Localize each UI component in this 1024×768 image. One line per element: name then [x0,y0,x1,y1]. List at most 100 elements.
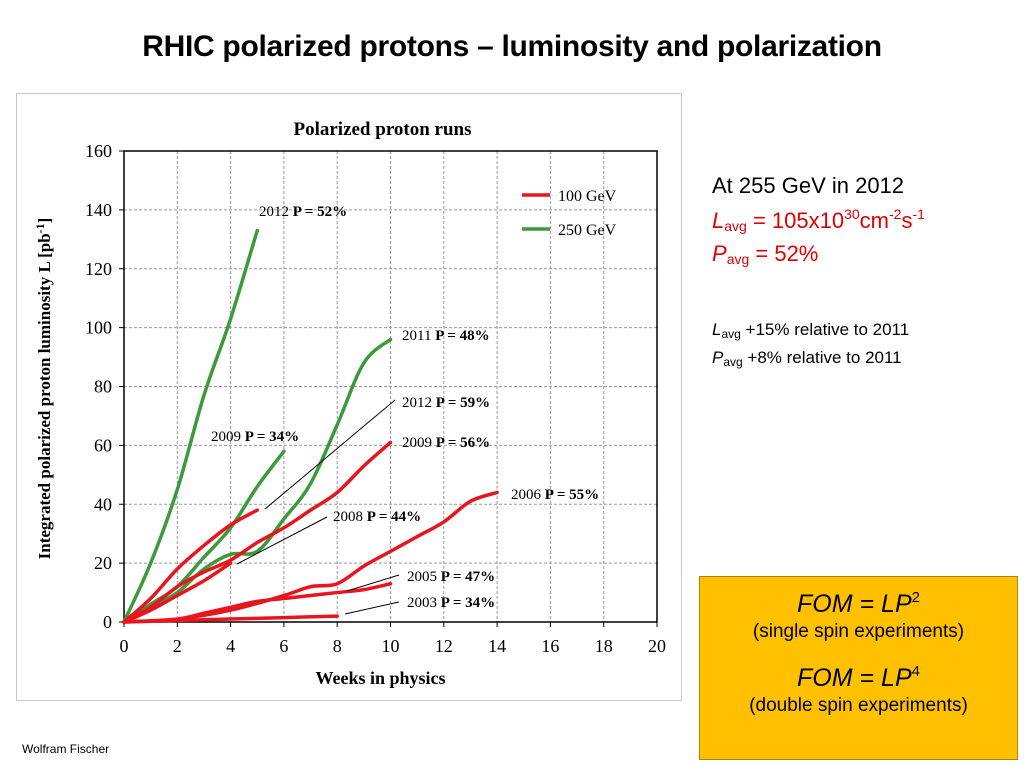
annotation-year: 2012 [402,395,436,411]
annotation-polarization: P = 55% [545,487,599,503]
slide-title: RHIC polarized protons – luminosity and … [142,30,882,63]
series-line-2009-100gev [122,440,393,624]
rel-p-symbol: P [712,348,724,367]
fom-double-desc: (double spin experiments) [749,695,968,716]
x-axis-label: Weeks in physics [315,668,445,688]
x-tick-label: 4 [226,636,235,656]
relative-panel: Lavg +15% relative to 2011 Pavg +8% rela… [712,318,909,374]
fom-box: FOM = LP2 (single spin experiments) FOM … [699,576,1018,760]
y-tick-label: 160 [85,141,112,161]
series-line-2012-250gev [122,228,259,624]
fom-double-formula: FOM = LP [797,664,912,692]
fom-single-formula: FOM = LP [797,590,912,618]
fom-single-desc: (single spin experiments) [752,621,965,642]
author-footer: Wolfram Fischer [22,742,110,756]
annotation-year: 2009 [211,429,245,445]
annotation-label-2008: 2008 P = 44% [333,509,421,525]
luminosity-chart: 0 2 4 6 8 10 12 14 16 18 20 0 20 40 60 80 100 120 140 160 Po… [33,119,666,688]
annotation-polarization: P = 48% [435,328,489,344]
l-exponent: 30 [844,206,860,222]
x-tick-label: 2 [173,636,182,656]
x-tick-label: 20 [648,636,666,656]
x-tick-label: 14 [488,636,506,656]
annotation-leader-line [236,516,328,565]
fom-single: FOM = LP2 [700,589,1017,619]
x-tick-label: 0 [120,636,129,656]
x-tick-label: 8 [333,636,342,656]
l-unit-s: s [901,208,913,233]
annotation-leader-line [346,574,400,592]
y-tick-label: 40 [94,494,112,514]
x-tick-label: 18 [595,636,613,656]
y-tick-label: 100 [85,318,112,338]
series-line-2003-100gev [122,614,339,624]
annotation-leader-line [344,601,400,615]
annotation-label-2011: 2011 P = 48% [402,328,490,344]
l-unit-cm-exp: -2 [888,206,902,222]
y-axis-label-exp: -1 [33,223,47,233]
info-panel: At 255 GeV in 2012 Lavg = 105x1030cm-2s-… [712,172,925,273]
annotation-polarization: P = 44% [367,509,421,525]
rel-l-subscript: avg [721,327,741,341]
legend-label-250gev: 250 GeV [558,222,617,239]
rel-line-p: Pavg +8% relative to 2011 [712,346,909,374]
l-subscript: avg [724,218,747,234]
rel-l-text: +15% relative to 2011 [740,320,910,339]
annotation-label-2012: 2012 P = 59% [402,395,490,411]
l-unit-cm: cm [859,208,889,233]
annotation-polarization: P = 59% [436,395,490,411]
annotation-year: 2003 [407,595,441,611]
annotation-year: 2009 [402,435,436,451]
rel-p-subscript: avg [723,355,743,369]
fom-double: FOM = LP4 [700,663,1017,693]
p-value: = 52% [749,241,819,266]
y-tick-label: 80 [94,377,112,397]
series-line-2005-100gev [122,581,393,624]
p-subscript: avg [726,251,750,267]
y-tick-label: 20 [94,553,112,573]
annotation-year: 2006 [511,487,545,503]
y-axis-label: Integrated polarized proton luminosity L… [33,218,54,560]
l-value: = 105x10 [746,208,845,233]
annotation-polarization: P = 34% [441,595,495,611]
annotation-polarization: P = 47% [441,569,495,585]
y-axis-label-text: Integrated polarized proton luminosity L… [35,233,54,559]
annotation-polarization: P = 52% [293,204,347,220]
series-line-2009-250gev [122,449,286,624]
y-tick-label: 140 [85,200,112,220]
info-line-lavg: Lavg = 105x1030cm-2s-1 [712,200,925,240]
annotation-polarization: P = 34% [245,429,299,445]
annotation-label-2012: 2012 P = 52% [259,204,347,220]
rel-p-text: +8% relative to 2011 [742,348,902,367]
rel-l-symbol: L [712,320,722,339]
annotation-year: 2012 [259,204,293,220]
fom-double-exp: 4 [911,663,920,680]
info-line-pavg: Pavg = 52% [712,240,925,273]
info-line-energy: At 255 GeV in 2012 [712,173,905,198]
rel-line-l: Lavg +15% relative to 2011 [712,318,909,346]
chart-frame: 0 2 4 6 8 10 12 14 16 18 20 0 20 40 60 80 100 120 140 160 Po… [16,93,682,701]
annotation-label-2006: 2006 P = 55% [511,487,599,503]
annotation-label-2009: 2009 P = 34% [211,429,299,445]
series-line-2006-100gev [122,490,499,624]
y-tick-label: 120 [85,259,112,279]
p-symbol: P [712,241,727,266]
series-line-2011-250gev [122,337,393,624]
l-unit-s-exp: -1 [912,206,925,222]
annotation-year: 2011 [402,328,435,344]
y-tick-label: 0 [103,612,112,632]
chart-title: Polarized proton runs [293,119,471,140]
annotation-polarization: P = 56% [436,435,490,451]
x-tick-label: 6 [279,636,288,656]
fom-single-exp: 2 [911,589,920,606]
annotation-label-2003: 2003 P = 34% [407,595,495,611]
x-tick-label: 16 [541,636,559,656]
series-line-2012-100gev [122,508,259,624]
x-tick-label: 10 [382,636,400,656]
annotation-year: 2008 [333,509,367,525]
l-symbol: L [712,208,725,233]
annotation-leader-line [264,399,396,510]
y-axis-label-end: ] [35,218,54,224]
x-tick-label: 12 [435,636,453,656]
legend-label-100gev: 100 GeV [558,188,617,205]
